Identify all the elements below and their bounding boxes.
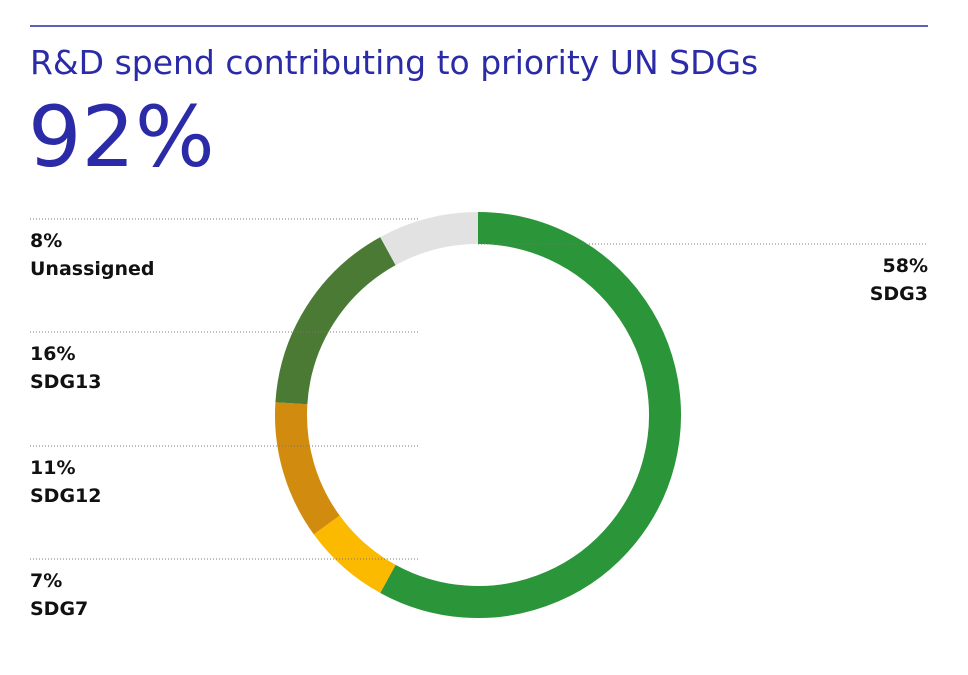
value-label: 7% — [30, 570, 62, 592]
category-label: Unassigned — [30, 258, 155, 280]
value-label: 8% — [30, 230, 62, 252]
category-label: SDG7 — [30, 598, 88, 620]
value-label: 58% — [883, 255, 928, 277]
donut-segment — [313, 515, 396, 593]
headline: 92% — [28, 88, 215, 186]
chart-title: R&D spend contributing to priority UN SD… — [30, 43, 758, 82]
donut-segment — [275, 402, 340, 535]
donut-segment — [380, 212, 479, 266]
donut-segment — [380, 212, 681, 618]
category-label: SDG3 — [870, 283, 928, 305]
value-label: 16% — [30, 343, 75, 365]
value-label: 11% — [30, 457, 75, 479]
category-label: SDG13 — [30, 371, 102, 393]
category-label: SDG12 — [30, 485, 102, 507]
donut-segment — [275, 237, 396, 405]
